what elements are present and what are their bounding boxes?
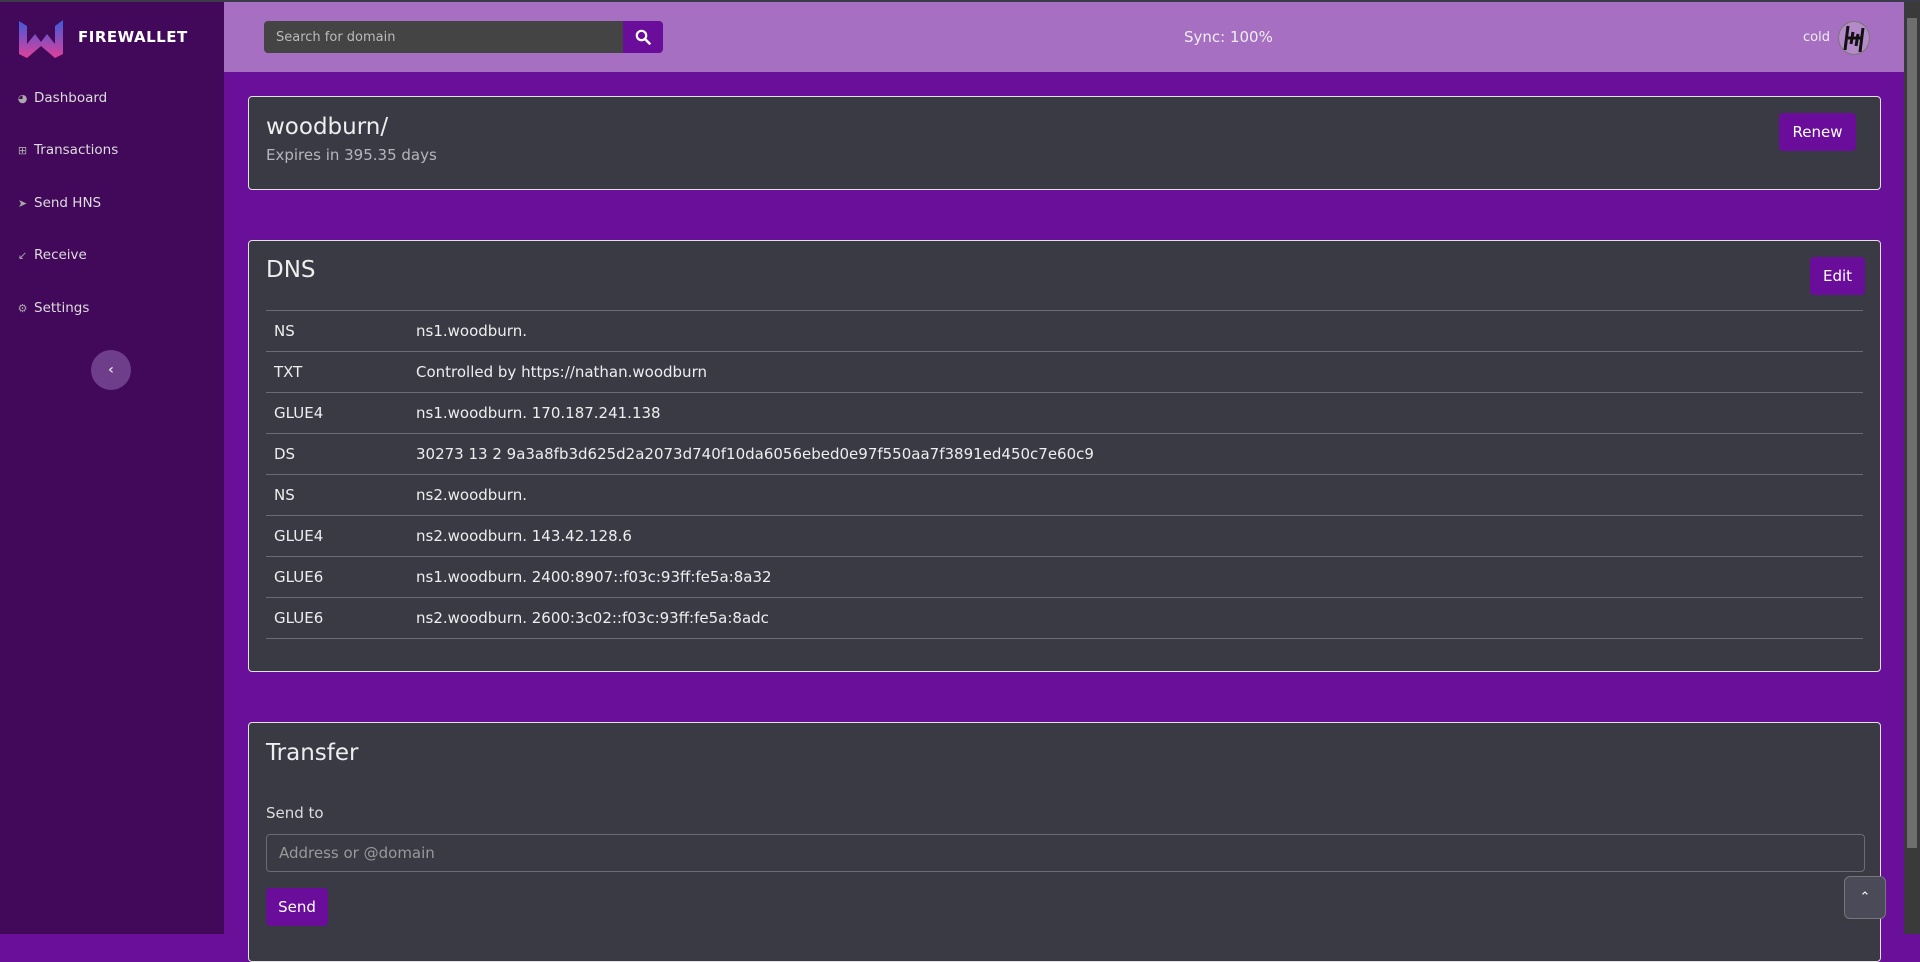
search-input[interactable] bbox=[264, 21, 623, 53]
dns-title: DNS bbox=[266, 257, 316, 283]
sidebar-item-dashboard[interactable]: ◕ Dashboard bbox=[16, 90, 108, 106]
dns-record-row: GLUE6 ns2.woodburn. 2600:3c02::f03c:93ff:… bbox=[266, 597, 1863, 639]
back-to-top-button[interactable]: ⌃ bbox=[1844, 876, 1886, 919]
sidebar: FIREWALLET ◕ Dashboard ⊞ Transactions ➤ Sen… bbox=[0, 2, 224, 934]
sync-status: Sync: 100% bbox=[1184, 28, 1273, 46]
send-button[interactable]: Send bbox=[266, 888, 328, 926]
dns-record-row: GLUE6 ns1.woodburn. 2400:8907::f03c:93ff:… bbox=[266, 556, 1863, 598]
table-icon: ⊞ bbox=[17, 143, 28, 157]
gear-icon: ⚙ bbox=[17, 301, 28, 315]
dns-records-table: NS ns1.woodburn. TXT Controlled by https://… bbox=[266, 310, 1863, 639]
sidebar-item-label: Transactions bbox=[34, 142, 119, 158]
dns-record-type: NS bbox=[266, 474, 408, 516]
chevron-up-icon: ⌃ bbox=[1859, 890, 1871, 905]
dns-record-type: TXT bbox=[266, 351, 408, 393]
dns-record-value: ns2.woodburn. 143.42.128.6 bbox=[408, 515, 1863, 557]
dns-record-type: GLUE4 bbox=[266, 392, 408, 434]
receive-icon: ↙ bbox=[17, 248, 28, 262]
sidebar-item-settings[interactable]: ⚙ Settings bbox=[16, 300, 90, 316]
avatar[interactable] bbox=[1838, 21, 1870, 55]
dns-record-row: TXT Controlled by https://nathan.woodburn bbox=[266, 351, 1863, 393]
dns-record-value: 30273 13 2 9a3a8fb3d625d2a2073d740f10da6… bbox=[408, 433, 1863, 475]
sidebar-item-label: Settings bbox=[34, 300, 90, 316]
domain-name: woodburn/ bbox=[266, 114, 389, 140]
window-top-strip bbox=[0, 0, 1920, 2]
renew-button[interactable]: Renew bbox=[1779, 113, 1856, 151]
chevron-left-icon: ‹ bbox=[108, 362, 114, 378]
dns-record-type: NS bbox=[266, 310, 408, 352]
search-icon bbox=[635, 29, 651, 45]
transfer-title: Transfer bbox=[266, 740, 359, 766]
dns-record-row: NS ns1.woodburn. bbox=[266, 310, 1863, 352]
dns-record-value: ns2.woodburn. bbox=[408, 474, 1863, 516]
dns-record-row: NS ns2.woodburn. bbox=[266, 474, 1863, 516]
dns-record-type: GLUE4 bbox=[266, 515, 408, 557]
send-to-input[interactable] bbox=[266, 834, 1865, 872]
domain-expiry: Expires in 395.35 days bbox=[266, 146, 437, 164]
dns-card: DNS Edit NS ns1.woodburn. TXT Controlled by… bbox=[248, 240, 1881, 672]
top-bar: Sync: 100% cold bbox=[224, 2, 1904, 72]
brand-name: FIREWALLET bbox=[78, 28, 188, 46]
sidebar-item-send-hns[interactable]: ➤ Send HNS bbox=[16, 195, 101, 211]
dns-record-value: ns1.woodburn. bbox=[408, 310, 1863, 352]
wallet-avatar-icon bbox=[1843, 25, 1865, 53]
search-button[interactable] bbox=[623, 21, 663, 53]
dashboard-icon: ◕ bbox=[17, 91, 28, 105]
firewallet-logo bbox=[19, 20, 63, 58]
dns-record-row: DS 30273 13 2 9a3a8fb3d625d2a2073d740f10d… bbox=[266, 433, 1863, 475]
dns-record-row: GLUE4 ns2.woodburn. 143.42.128.6 bbox=[266, 515, 1863, 557]
sidebar-item-transactions[interactable]: ⊞ Transactions bbox=[16, 142, 118, 158]
dns-record-value: ns2.woodburn. 2600:3c02::f03c:93ff:fe5a:… bbox=[408, 597, 1863, 639]
sidebar-collapse-button[interactable]: ‹ bbox=[91, 350, 131, 390]
wallet-name[interactable]: cold bbox=[1803, 30, 1830, 45]
dns-record-type: DS bbox=[266, 433, 408, 475]
dns-record-type: GLUE6 bbox=[266, 597, 408, 639]
scrollbar[interactable] bbox=[1904, 2, 1920, 934]
send-to-label: Send to bbox=[266, 804, 324, 822]
domain-card: woodburn/ Expires in 395.35 days Renew bbox=[248, 96, 1881, 190]
scrollbar-thumb[interactable] bbox=[1907, 18, 1917, 848]
transfer-card: Transfer Send to Send bbox=[248, 722, 1881, 962]
dns-record-value: ns1.woodburn. 170.187.241.138 bbox=[408, 392, 1863, 434]
sidebar-item-label: Receive bbox=[34, 247, 87, 263]
sidebar-item-receive[interactable]: ↙ Receive bbox=[16, 247, 87, 263]
dns-record-value: ns1.woodburn. 2400:8907::f03c:93ff:fe5a:… bbox=[408, 556, 1863, 598]
dns-record-type: GLUE6 bbox=[266, 556, 408, 598]
dns-record-value: Controlled by https://nathan.woodburn bbox=[408, 351, 1863, 393]
sidebar-item-label: Dashboard bbox=[34, 90, 108, 106]
sidebar-item-label: Send HNS bbox=[34, 195, 102, 211]
send-icon: ➤ bbox=[17, 196, 28, 210]
dns-record-row: GLUE4 ns1.woodburn. 170.187.241.138 bbox=[266, 392, 1863, 434]
edit-dns-button[interactable]: Edit bbox=[1810, 257, 1865, 295]
